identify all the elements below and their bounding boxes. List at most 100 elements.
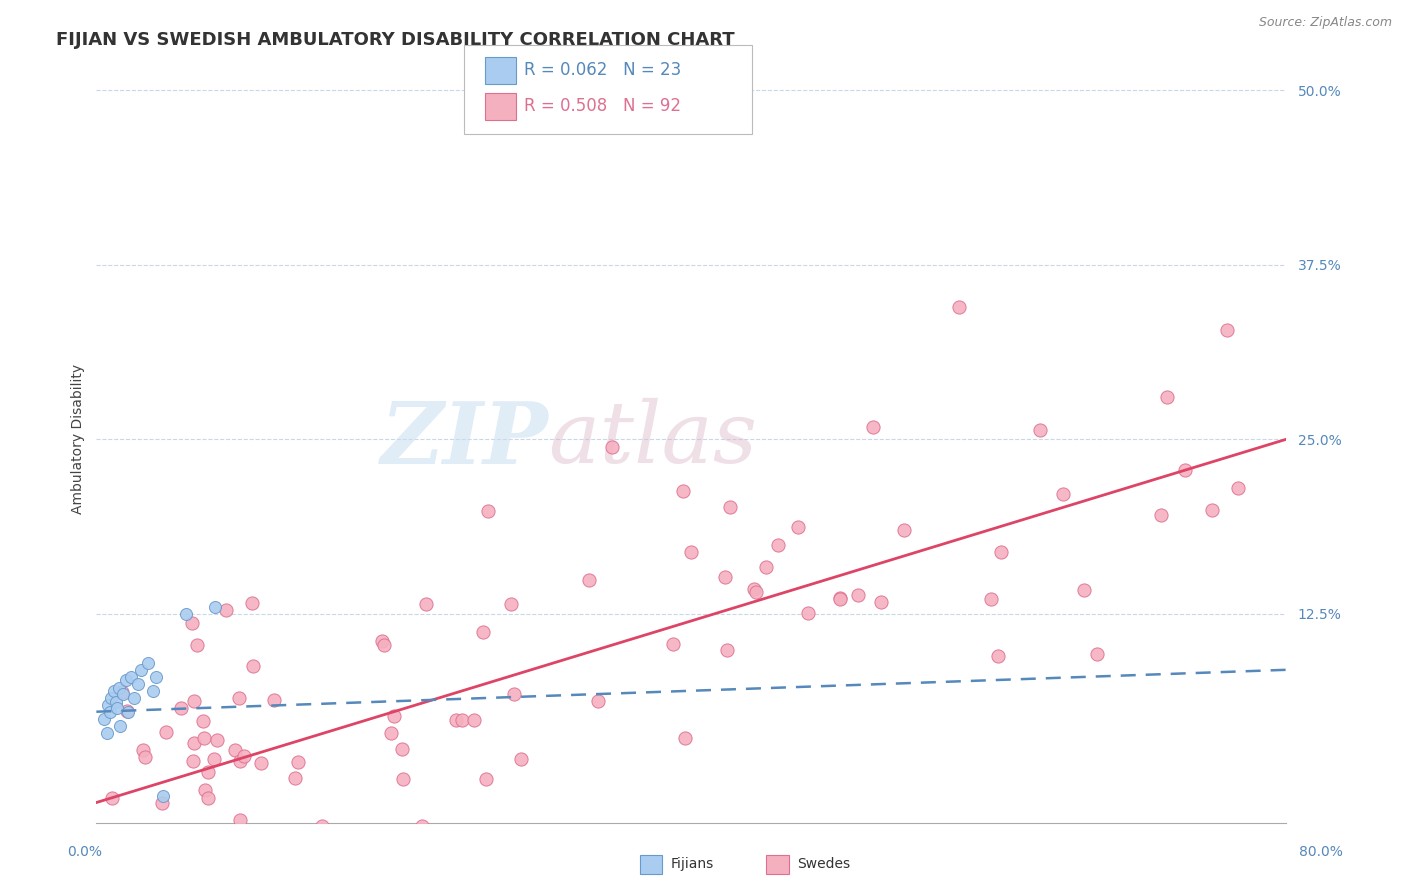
Point — [115, 704, 138, 718]
Point — [510, 752, 533, 766]
Point — [673, 731, 696, 745]
Point — [1156, 391, 1178, 405]
Point — [745, 585, 768, 599]
Point — [648, 83, 671, 97]
Point — [370, 634, 392, 648]
Point — [152, 789, 174, 803]
Point — [380, 725, 402, 739]
Point — [463, 713, 485, 727]
Point — [193, 731, 215, 745]
Point — [1174, 463, 1197, 477]
Point — [202, 751, 225, 765]
Point — [122, 690, 145, 705]
Point — [987, 649, 1010, 664]
Point — [170, 701, 193, 715]
Point — [1052, 487, 1074, 501]
Point — [382, 709, 405, 723]
Point — [588, 694, 610, 708]
Text: R = 0.062   N = 23: R = 0.062 N = 23 — [524, 61, 682, 78]
Point — [228, 691, 250, 706]
Point — [115, 673, 138, 687]
Point — [96, 725, 118, 739]
Point — [392, 772, 415, 787]
Point — [111, 685, 134, 699]
Point — [104, 695, 127, 709]
Point — [215, 603, 238, 617]
Text: Swedes: Swedes — [797, 857, 851, 871]
Point — [672, 483, 695, 498]
Point — [797, 606, 820, 620]
Point — [450, 713, 472, 727]
Point — [1150, 508, 1173, 522]
Point — [287, 756, 309, 770]
Point — [263, 693, 285, 707]
Text: ZIP: ZIP — [381, 398, 548, 481]
Point — [132, 743, 155, 757]
Point — [1073, 582, 1095, 597]
Point — [100, 690, 122, 705]
Point — [828, 592, 851, 607]
Point — [183, 754, 205, 768]
Point — [98, 705, 121, 719]
Text: Source: ZipAtlas.com: Source: ZipAtlas.com — [1258, 16, 1392, 29]
Point — [129, 839, 152, 854]
Point — [197, 765, 219, 780]
Point — [990, 545, 1012, 559]
Point — [415, 597, 437, 611]
Point — [870, 594, 893, 608]
Point — [112, 687, 135, 701]
Point — [204, 599, 226, 614]
Point — [602, 440, 624, 454]
Point — [180, 616, 202, 631]
Point — [1201, 502, 1223, 516]
Point — [411, 819, 433, 833]
Point — [828, 591, 851, 606]
Text: 0.0%: 0.0% — [67, 845, 103, 859]
Point — [742, 582, 765, 596]
Point — [138, 656, 160, 670]
Point — [174, 607, 197, 621]
Text: R = 0.508   N = 92: R = 0.508 N = 92 — [524, 96, 682, 115]
Point — [205, 733, 228, 747]
Point — [980, 591, 1002, 606]
Point — [681, 545, 703, 559]
Text: FIJIAN VS SWEDISH AMBULATORY DISABILITY CORRELATION CHART: FIJIAN VS SWEDISH AMBULATORY DISABILITY … — [56, 31, 735, 49]
Point — [101, 791, 124, 805]
Point — [477, 504, 499, 518]
Point — [373, 638, 395, 652]
Point — [893, 523, 915, 537]
Point — [718, 500, 741, 515]
Point — [233, 748, 256, 763]
Point — [578, 574, 600, 588]
Point — [134, 750, 156, 764]
Point — [242, 659, 264, 673]
Point — [191, 714, 214, 728]
Point — [242, 596, 264, 610]
Point — [129, 663, 152, 677]
Point — [475, 772, 498, 786]
Point — [1029, 423, 1052, 437]
Point — [97, 698, 120, 712]
Point — [112, 887, 135, 892]
Point — [117, 705, 139, 719]
Point — [93, 712, 115, 726]
Point — [284, 771, 307, 785]
Point — [108, 719, 131, 733]
Point — [501, 597, 523, 611]
Point — [224, 743, 246, 757]
Point — [155, 724, 177, 739]
Point — [127, 677, 149, 691]
Point — [150, 796, 173, 810]
Y-axis label: Ambulatory Disability: Ambulatory Disability — [72, 364, 86, 515]
Point — [1216, 323, 1239, 337]
Point — [107, 681, 129, 695]
Point — [1085, 647, 1108, 661]
Text: Fijians: Fijians — [671, 857, 714, 871]
Point — [194, 782, 217, 797]
Point — [142, 683, 165, 698]
Point — [444, 713, 467, 727]
Point — [948, 300, 970, 314]
Point — [391, 742, 413, 756]
Point — [787, 520, 810, 534]
Point — [183, 736, 205, 750]
